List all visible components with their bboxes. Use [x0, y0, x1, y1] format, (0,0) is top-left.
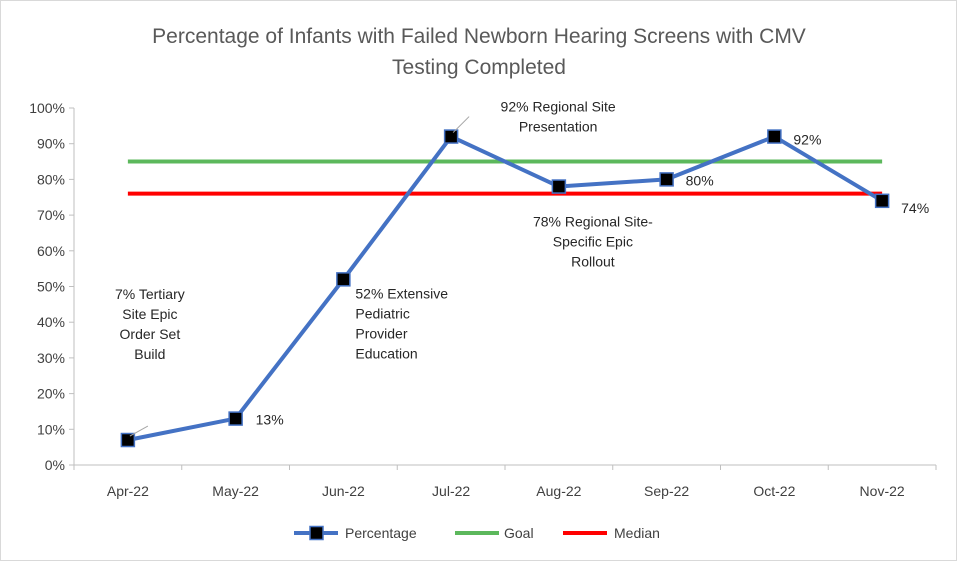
chart-title-line-2: Testing Completed [392, 56, 566, 79]
data-annotation: Pediatric [355, 305, 409, 321]
x-tick-label: May-22 [212, 483, 259, 499]
x-tick-label: Aug-22 [536, 483, 581, 499]
legend-label-percentage: Percentage [345, 525, 417, 541]
percentage-line [127, 134, 884, 442]
y-tick-label: 90% [37, 136, 65, 152]
series-markers [120, 129, 890, 448]
y-tick-label: 100% [29, 100, 65, 116]
y-tick-label: 0% [45, 457, 65, 473]
data-annotation: 92% Regional Site [501, 99, 616, 115]
data-annotation: 7% Tertiary [115, 286, 185, 302]
x-tick-label: Oct-22 [753, 483, 795, 499]
percentage-marker [659, 172, 674, 187]
legend-label-median: Median [614, 525, 660, 541]
data-annotation: Build [134, 346, 165, 362]
percentage-marker [874, 193, 890, 209]
y-tick-label: 50% [37, 279, 65, 295]
data-annotation: Presentation [519, 119, 598, 135]
x-tick-label: Apr-22 [107, 483, 149, 499]
percentage-marker [443, 129, 459, 144]
x-tick-label: Sep-22 [644, 483, 689, 499]
data-annotation: Rollout [571, 254, 615, 270]
percentage-marker [551, 179, 567, 194]
y-tick-label: 30% [37, 350, 65, 366]
data-annotation: Specific Epic [553, 234, 633, 250]
x-tick-label: Jul-22 [432, 483, 470, 499]
data-annotation: 52% Extensive [355, 285, 448, 301]
series-lines [127, 134, 884, 442]
data-annotation: 13% [256, 412, 284, 428]
data-annotation: Order Set [120, 326, 181, 342]
data-annotation: 74% [901, 200, 929, 216]
y-tick-label: 80% [37, 171, 65, 187]
percentage-marker [120, 432, 136, 448]
percentage-marker [767, 129, 782, 144]
y-tick-label: 70% [37, 207, 65, 223]
annotation-leader-line [129, 425, 149, 437]
y-tick-label: 60% [37, 243, 65, 259]
data-annotation: Education [355, 345, 417, 361]
x-tick-label: Jun-22 [322, 483, 365, 499]
percentage-marker [228, 411, 243, 426]
legend: Percentage Goal Median [294, 525, 660, 541]
x-tick-label: Nov-22 [860, 483, 905, 499]
data-annotation: Site Epic [122, 306, 177, 322]
annotation-leader-line [452, 116, 470, 133]
data-annotation: 78% Regional Site- [533, 214, 653, 230]
axes: 0% 10% 20% 30% 40% 50% 60% 70% 80% 90% 100% Apr-22 M… [29, 100, 937, 499]
y-tick-label: 10% [37, 421, 65, 437]
data-annotation: 80% [686, 172, 714, 188]
legend-label-goal: Goal [504, 525, 534, 541]
chart-title-line-1: Percentage of Infants with Failed Newbor… [152, 25, 806, 48]
legend-marker-percentage [309, 525, 324, 541]
percentage-marker [336, 272, 351, 287]
data-annotations: 7% Tertiary Site Epic Order Set Build 13% 52%… [115, 99, 929, 437]
y-tick-label: 20% [37, 386, 65, 402]
data-annotation: 92% [793, 132, 821, 148]
y-tick-label: 40% [37, 314, 65, 330]
data-annotation: Provider [355, 325, 407, 341]
